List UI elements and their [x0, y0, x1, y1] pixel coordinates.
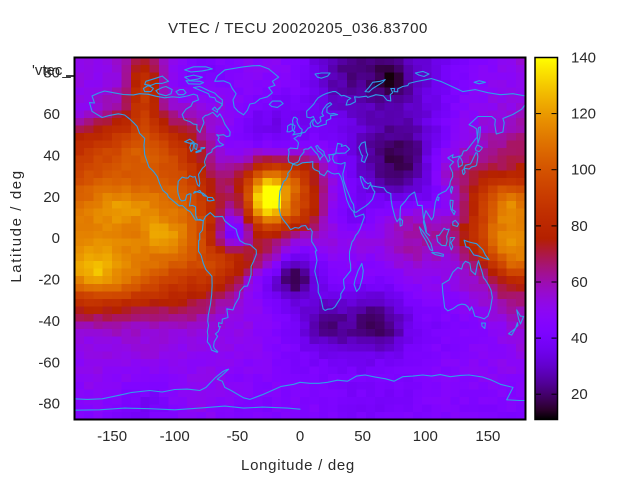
svg-text:-100: -100	[160, 428, 190, 445]
svg-text:0: 0	[296, 428, 304, 445]
svg-text:80: 80	[571, 218, 588, 235]
svg-text:-20: -20	[38, 272, 60, 289]
svg-text:40: 40	[43, 148, 60, 165]
svg-text:100: 100	[413, 428, 438, 445]
svg-text:150: 150	[475, 428, 500, 445]
svg-text:-60: -60	[38, 354, 60, 371]
svg-text:VTEC / TECU 20020205_036.83700: VTEC / TECU 20020205_036.83700	[168, 20, 428, 37]
svg-text:80: 80	[43, 65, 60, 82]
svg-text:20: 20	[43, 189, 60, 206]
svg-text:-150: -150	[97, 428, 127, 445]
svg-text:-40: -40	[38, 313, 60, 330]
svg-text:140: 140	[571, 50, 596, 67]
svg-text:50: 50	[354, 428, 371, 445]
svg-text:Latitude / deg: Latitude / deg	[8, 169, 25, 282]
svg-text:-50: -50	[227, 428, 249, 445]
svg-text:60: 60	[571, 274, 588, 291]
svg-text:120: 120	[571, 106, 596, 123]
svg-text:'vtec_: 'vtec_	[32, 62, 71, 79]
svg-text:40: 40	[571, 330, 588, 347]
svg-text:20: 20	[571, 386, 588, 403]
svg-text:Longitude / deg: Longitude / deg	[241, 457, 355, 474]
svg-text:100: 100	[571, 162, 596, 179]
svg-text:-80: -80	[38, 396, 60, 413]
svg-text:60: 60	[43, 106, 60, 123]
svg-text:0: 0	[52, 230, 60, 247]
